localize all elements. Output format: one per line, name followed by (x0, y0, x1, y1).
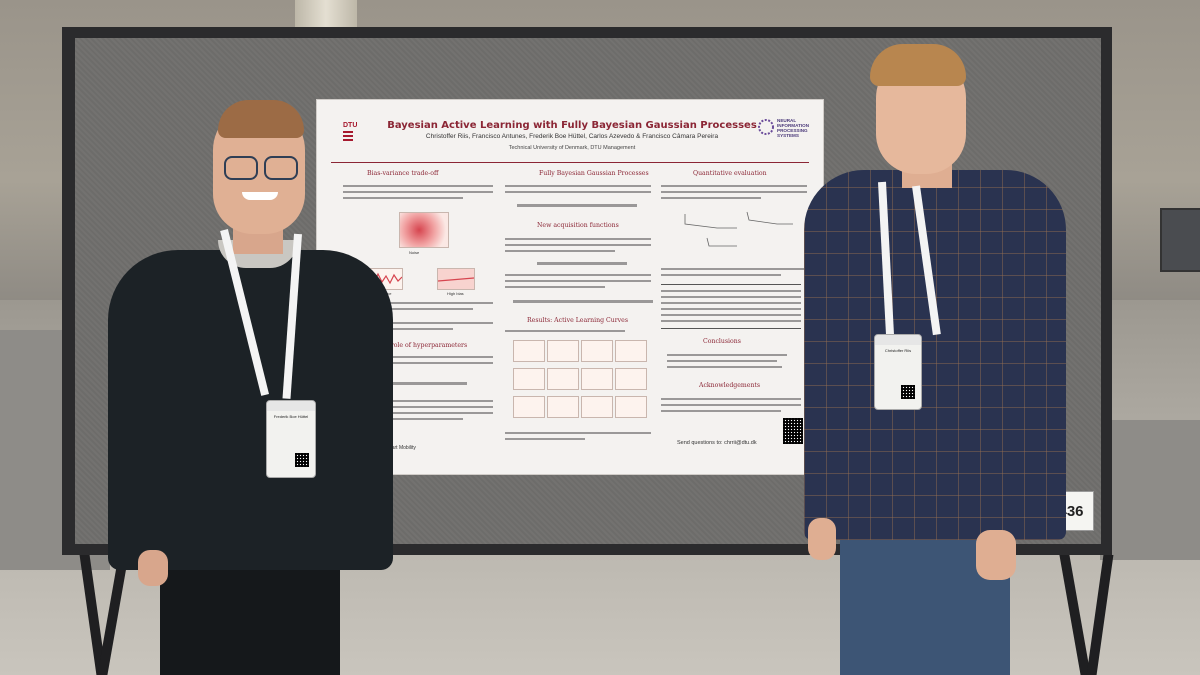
poster-affiliation: Technical University of Denmark, DTU Man… (508, 145, 636, 151)
right-person-right-hand (976, 530, 1016, 580)
learning-curves-grid (513, 340, 647, 418)
carpet-right (1100, 420, 1200, 560)
left-badge-name: Frederik Boe Hüttel (273, 414, 309, 419)
neurips-logo: NEURAL INFORMATION PROCESSING SYSTEMS (757, 112, 821, 152)
section-fully-bayesian: Fully Bayesian Gaussian Processes (539, 170, 649, 177)
density-plot (399, 212, 449, 248)
neurips-logo-mark (758, 119, 774, 135)
plot-label-noise: Noise (409, 250, 420, 255)
right-person-left-hand (808, 518, 836, 560)
neurips-line-3: PROCESSING (777, 128, 808, 133)
poster-footer-left: for Smart Mobility (377, 445, 416, 451)
neurips-line-2: INFORMATION (777, 123, 810, 128)
section-bias-variance: Bias-variance trade-off (367, 170, 439, 177)
section-conclusions: Conclusions (703, 338, 741, 345)
dtu-logo: DTU (343, 122, 373, 152)
left-person-sweater (108, 250, 393, 570)
section-quantitative: Quantitative evaluation (693, 170, 767, 177)
neurips-line-4: SYSTEMS (777, 133, 799, 138)
neurips-line-1: NEURAL (777, 118, 797, 123)
right-badge-name: Christoffer Riis (884, 348, 912, 353)
background-panel (1160, 208, 1200, 272)
right-person-shirt (804, 170, 1066, 540)
high-bias-plot (437, 268, 475, 290)
person-right: Christoffer Riis (800, 42, 1070, 675)
left-person-glasses-left (224, 156, 258, 180)
plot-label-high-bias: High bias (447, 291, 464, 296)
dtu-logo-text: DTU (343, 122, 358, 129)
results-table (661, 284, 801, 330)
left-person-smile (242, 192, 278, 200)
right-person-hair (870, 44, 966, 86)
left-person-hand (138, 550, 168, 586)
quantitative-plot (677, 204, 797, 252)
poster-qr-code (783, 418, 803, 444)
left-name-badge: Frederik Boe Hüttel (266, 400, 316, 478)
poster-title: Bayesian Active Learning with Fully Baye… (387, 120, 757, 131)
section-role-hyperparameters: The role of hyperparameters (377, 342, 468, 349)
poster: DTU Bayesian Active Learning with Fully … (316, 99, 824, 475)
section-acknowledgements: Acknowledgements (699, 382, 761, 389)
person-left: Frederik Boe Hüttel (108, 100, 398, 675)
poster-footer: Send questions to: chrrii@dtu.dk (677, 440, 757, 446)
section-new-acquisition: New acquisition functions (537, 222, 619, 229)
right-name-badge: Christoffer Riis (874, 334, 922, 410)
right-badge-qr (901, 385, 915, 399)
left-person-hair (218, 100, 304, 138)
section-results: Results: Active Learning Curves (527, 317, 629, 324)
left-person-glasses-right (264, 156, 298, 180)
left-badge-qr (295, 453, 309, 467)
poster-header-rule (331, 162, 809, 163)
poster-authors: Christoffer Riis, Francisco Antunes, Fre… (425, 133, 719, 140)
